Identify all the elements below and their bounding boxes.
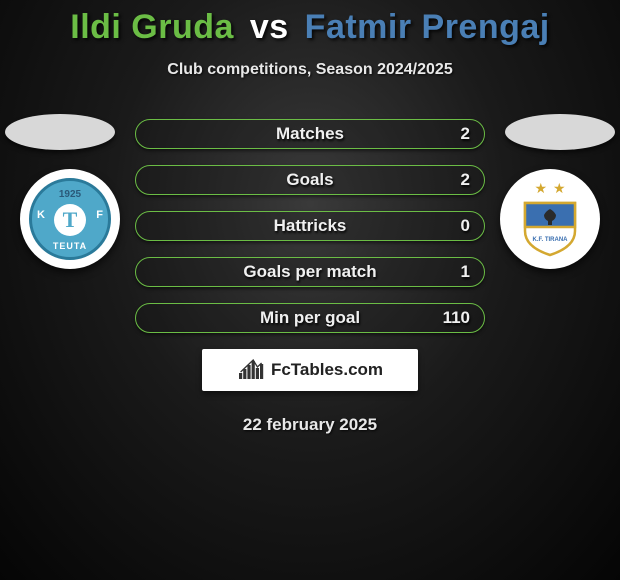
club-badge-left: 1925 K F T TEUTA — [20, 169, 120, 269]
stat-value: 2 — [461, 124, 470, 144]
player2-avatar-oval — [505, 114, 615, 150]
stat-row: Matches 2 — [135, 119, 485, 149]
content-area: 1925 K F T TEUTA ★ ★ K.F. TIRANA Matches… — [0, 119, 620, 435]
stat-label: Goals — [286, 170, 333, 190]
stat-row: Goals 2 — [135, 165, 485, 195]
stat-value: 1 — [461, 262, 470, 282]
player2-name: Fatmir Prengaj — [305, 8, 550, 46]
teuta-badge: 1925 K F T TEUTA — [29, 178, 111, 260]
brand-text: FcTables.com — [271, 360, 383, 380]
date-text: 22 february 2025 — [0, 415, 620, 435]
teuta-f: F — [96, 209, 103, 221]
subtitle: Club competitions, Season 2024/2025 — [0, 61, 620, 79]
comparison-title: Ildi Gruda vs Fatmir Prengaj — [0, 0, 620, 47]
stat-value: 0 — [461, 216, 470, 236]
stat-row: Goals per match 1 — [135, 257, 485, 287]
stat-value: 110 — [443, 308, 470, 328]
stat-label: Matches — [276, 124, 344, 144]
club-badge-right: ★ ★ K.F. TIRANA — [500, 169, 600, 269]
stat-row: Hattricks 0 — [135, 211, 485, 241]
tirana-shield: K.F. TIRANA — [520, 199, 580, 257]
star-icon: ★ — [553, 180, 566, 197]
tirana-text: K.F. TIRANA — [533, 237, 569, 243]
teuta-year: 1925 — [59, 189, 81, 200]
tirana-stars: ★ ★ — [534, 180, 565, 197]
stat-rows: Matches 2 Goals 2 Hattricks 0 Goals per match 1… — [135, 119, 485, 333]
chart-icon — [237, 359, 265, 381]
vs-text: vs — [250, 8, 289, 46]
stat-label: Goals per match — [243, 262, 376, 282]
stat-row: Min per goal 110 — [135, 303, 485, 333]
tirana-badge: ★ ★ K.F. TIRANA — [509, 178, 591, 260]
star-icon: ★ — [534, 180, 547, 197]
brand-box[interactable]: FcTables.com — [202, 349, 418, 391]
stat-value: 2 — [461, 170, 470, 190]
stat-label: Min per goal — [260, 308, 360, 328]
teuta-k: K — [37, 209, 45, 221]
teuta-name: TEUTA — [53, 241, 87, 251]
stat-label: Hattricks — [274, 216, 347, 236]
player1-name: Ildi Gruda — [70, 8, 234, 46]
player1-avatar-oval — [5, 114, 115, 150]
teuta-letter: T — [54, 204, 86, 236]
